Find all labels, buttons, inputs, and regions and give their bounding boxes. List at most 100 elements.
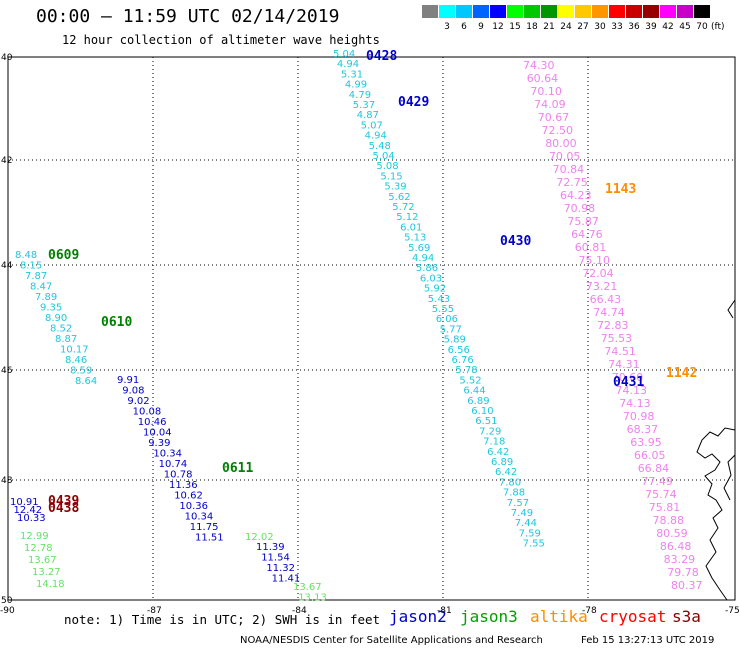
color-scale-unit: (ft) — [711, 22, 725, 32]
map-subtitle: 12 hour collection of altimeter wave hei… — [62, 33, 380, 47]
wave-height-value: 8.52 — [50, 324, 72, 335]
wave-height-value: 10.04 — [143, 428, 172, 439]
wave-height-value: 8.59 — [70, 366, 92, 377]
wave-height-value: 72.50 — [542, 124, 574, 137]
color-scale-label: 21 — [543, 22, 555, 32]
wave-height-value: 7.29 — [479, 426, 501, 437]
wave-height-value: 9.08 — [122, 386, 144, 397]
wave-height-value: 11.32 — [266, 563, 295, 574]
wave-height-value: 73.21 — [586, 280, 618, 293]
wave-height-value: 10.34 — [185, 512, 214, 523]
wave-height-value: 5.77 — [440, 324, 462, 335]
wave-height-value: 70.67 — [538, 111, 570, 124]
color-scale-label: 15 — [509, 22, 521, 32]
color-scale-swatch — [677, 5, 693, 18]
wave-height-value: 9.39 — [148, 438, 170, 449]
color-scale-swatch — [592, 5, 608, 18]
wave-height-value: 66.05 — [634, 449, 666, 462]
wave-height-value: 5.86 — [416, 263, 438, 274]
color-scale-swatch — [422, 5, 438, 18]
color-scale-swatch — [524, 5, 540, 18]
color-scale-swatch — [694, 5, 710, 18]
wave-height-value: 7.49 — [511, 508, 533, 519]
wave-height-value: 74.13 — [616, 384, 648, 397]
wave-height-value: 11.41 — [272, 574, 301, 585]
wave-height-value: 10.36 — [179, 501, 208, 512]
wave-height-value: 12.78 — [24, 543, 53, 554]
wave-height-value: 60.81 — [575, 241, 607, 254]
wave-height-value: 8.47 — [30, 282, 52, 293]
legend-item-cryosat: cryosat — [599, 607, 667, 626]
wave-height-value: 12.02 — [245, 532, 274, 543]
wave-height-value: 7.88 — [503, 488, 525, 499]
latitude-tick-label: 44 — [1, 261, 13, 271]
color-scale-label: 33 — [611, 22, 623, 32]
wave-height-value: 75.74 — [645, 488, 677, 501]
wave-height-value: 10.78 — [164, 470, 193, 481]
wave-height-value: 70.10 — [530, 85, 562, 98]
wave-height-value: 74.51 — [604, 345, 636, 358]
wave-height-value: 14.18 — [36, 579, 65, 590]
color-scale-swatch — [490, 5, 506, 18]
color-scale-label: 9 — [478, 22, 484, 32]
wave-height-value: 10.46 — [138, 417, 167, 428]
legend-item-jason2: jason2 — [389, 607, 447, 626]
latitude-tick-label: 46 — [1, 366, 13, 376]
pass-time-label: 0429 — [398, 95, 429, 110]
wave-height-value: 8.48 — [15, 250, 37, 261]
wave-height-value: 5.15 — [380, 171, 402, 182]
wave-height-value: 4.94 — [337, 59, 359, 70]
wave-height-value: 74.74 — [593, 306, 625, 319]
wave-height-value: 80.59 — [656, 527, 688, 540]
longitude-tick-label: -78 — [582, 606, 597, 616]
wave-height-value: 6.89 — [467, 396, 489, 407]
wave-height-value: 8.64 — [75, 376, 97, 387]
wave-height-value: 13.67 — [28, 555, 57, 566]
pass-time-label: 0428 — [366, 49, 397, 64]
color-scale-label: 3 — [444, 22, 450, 32]
wave-height-value: 5.04 — [333, 49, 355, 60]
wave-height-value: 4.79 — [349, 90, 371, 101]
wave-height-value: 79.78 — [667, 566, 699, 579]
wave-height-value: 6.44 — [463, 386, 485, 397]
wave-height-value: 75.53 — [601, 332, 633, 345]
wave-height-value: 80.00 — [545, 137, 577, 150]
wave-height-value: 8.90 — [45, 313, 67, 324]
longitude-tick-label: -87 — [147, 606, 162, 616]
wave-height-value: 70.84 — [553, 163, 585, 176]
wave-height-value: 11.39 — [256, 542, 285, 553]
latitude-tick-label: 48 — [1, 476, 13, 486]
wave-height-value: 64.76 — [571, 228, 603, 241]
wave-height-value: 5.92 — [424, 284, 446, 295]
wave-height-value: 9.02 — [127, 396, 149, 407]
wave-height-value: 5.31 — [341, 69, 363, 80]
wave-height-value: 7.55 — [523, 539, 545, 550]
wave-height-value: 5.69 — [408, 243, 430, 254]
wave-height-value: 9.91 — [117, 375, 139, 386]
color-scale-label: 42 — [662, 22, 674, 32]
wave-height-value: 4.94 — [365, 131, 387, 142]
wave-height-value: 9.35 — [40, 303, 62, 314]
coastline-path — [723, 454, 736, 501]
latitude-tick-label: 40 — [1, 53, 13, 63]
wave-height-value: 5.08 — [376, 161, 398, 172]
wave-height-value: 11.54 — [261, 553, 290, 564]
latitude-tick-label: 42 — [1, 156, 12, 166]
wave-height-value: 4.94 — [412, 253, 434, 264]
wave-height-value: 10.17 — [60, 345, 89, 356]
color-scale-swatch — [575, 5, 591, 18]
wave-height-value: 64.23 — [560, 189, 592, 202]
coastline-path — [727, 299, 736, 319]
pass-time-label: 0438 — [48, 501, 79, 516]
color-scale-swatch — [660, 5, 676, 18]
pass-time-label: 0430 — [500, 234, 531, 249]
wave-height-value: 66.43 — [590, 293, 622, 306]
color-scale-label: 39 — [645, 22, 657, 32]
wave-height-value: 6.76 — [452, 355, 474, 366]
wave-height-value: 7.57 — [507, 498, 529, 509]
color-scale-swatch — [626, 5, 642, 18]
wave-height-value: 5.13 — [404, 233, 426, 244]
wave-height-value: 6.89 — [491, 457, 513, 468]
wave-height-value: 63.95 — [630, 436, 662, 449]
